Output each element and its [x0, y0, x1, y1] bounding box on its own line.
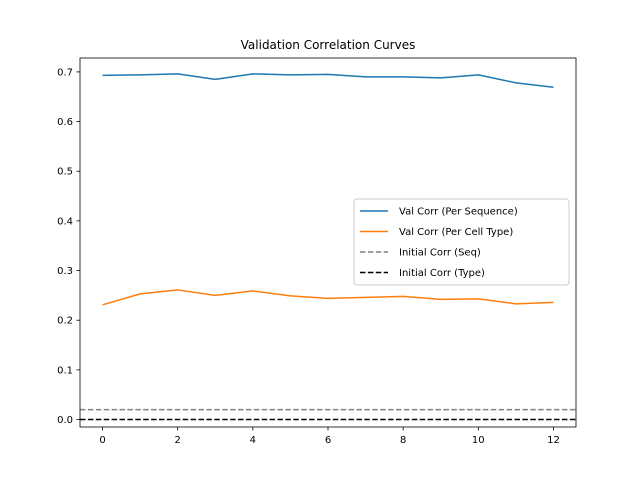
x-tick-label-4: 8 [400, 435, 406, 446]
y-tick-label-1: 0.1 [57, 365, 73, 376]
x-tick-label-5: 10 [472, 435, 485, 446]
legend-label-1: Val Corr (Per Cell Type) [399, 227, 513, 238]
y-tick-label-0: 0.0 [57, 415, 73, 426]
legend-box [353, 198, 570, 286]
series-line-0 [102, 73, 554, 89]
y-tick-label-4: 0.4 [57, 216, 73, 227]
chart-title: Validation Correlation Curves [241, 38, 416, 52]
y-tick-label-5: 0.5 [57, 167, 73, 178]
legend: Val Corr (Per Sequence) Val Corr (Per Cel… [353, 198, 570, 286]
x-axis: 0 2 4 6 8 10 12 [99, 427, 560, 446]
plot-area [79, 57, 577, 428]
x-tick-label-3: 6 [325, 435, 331, 446]
y-tick-label-7: 0.7 [57, 67, 73, 78]
y-tick-label-2: 0.2 [57, 316, 73, 327]
y-tick-label-3: 0.3 [57, 266, 73, 277]
x-tick-label-6: 12 [547, 435, 560, 446]
legend-label-0: Val Corr (Per Sequence) [399, 207, 518, 218]
x-tick-label-0: 0 [99, 435, 105, 446]
series-line-1 [102, 289, 554, 306]
x-tick-label-1: 2 [175, 435, 181, 446]
legend-label-2: Initial Corr (Seq) [399, 248, 481, 259]
legend-label-3: Initial Corr (Type) [399, 268, 485, 279]
y-axis: 0.0 0.1 0.2 0.3 0.4 0.5 0.6 0.7 [57, 67, 80, 426]
x-tick-label-2: 4 [250, 435, 256, 446]
y-tick-label-6: 0.6 [57, 117, 73, 128]
